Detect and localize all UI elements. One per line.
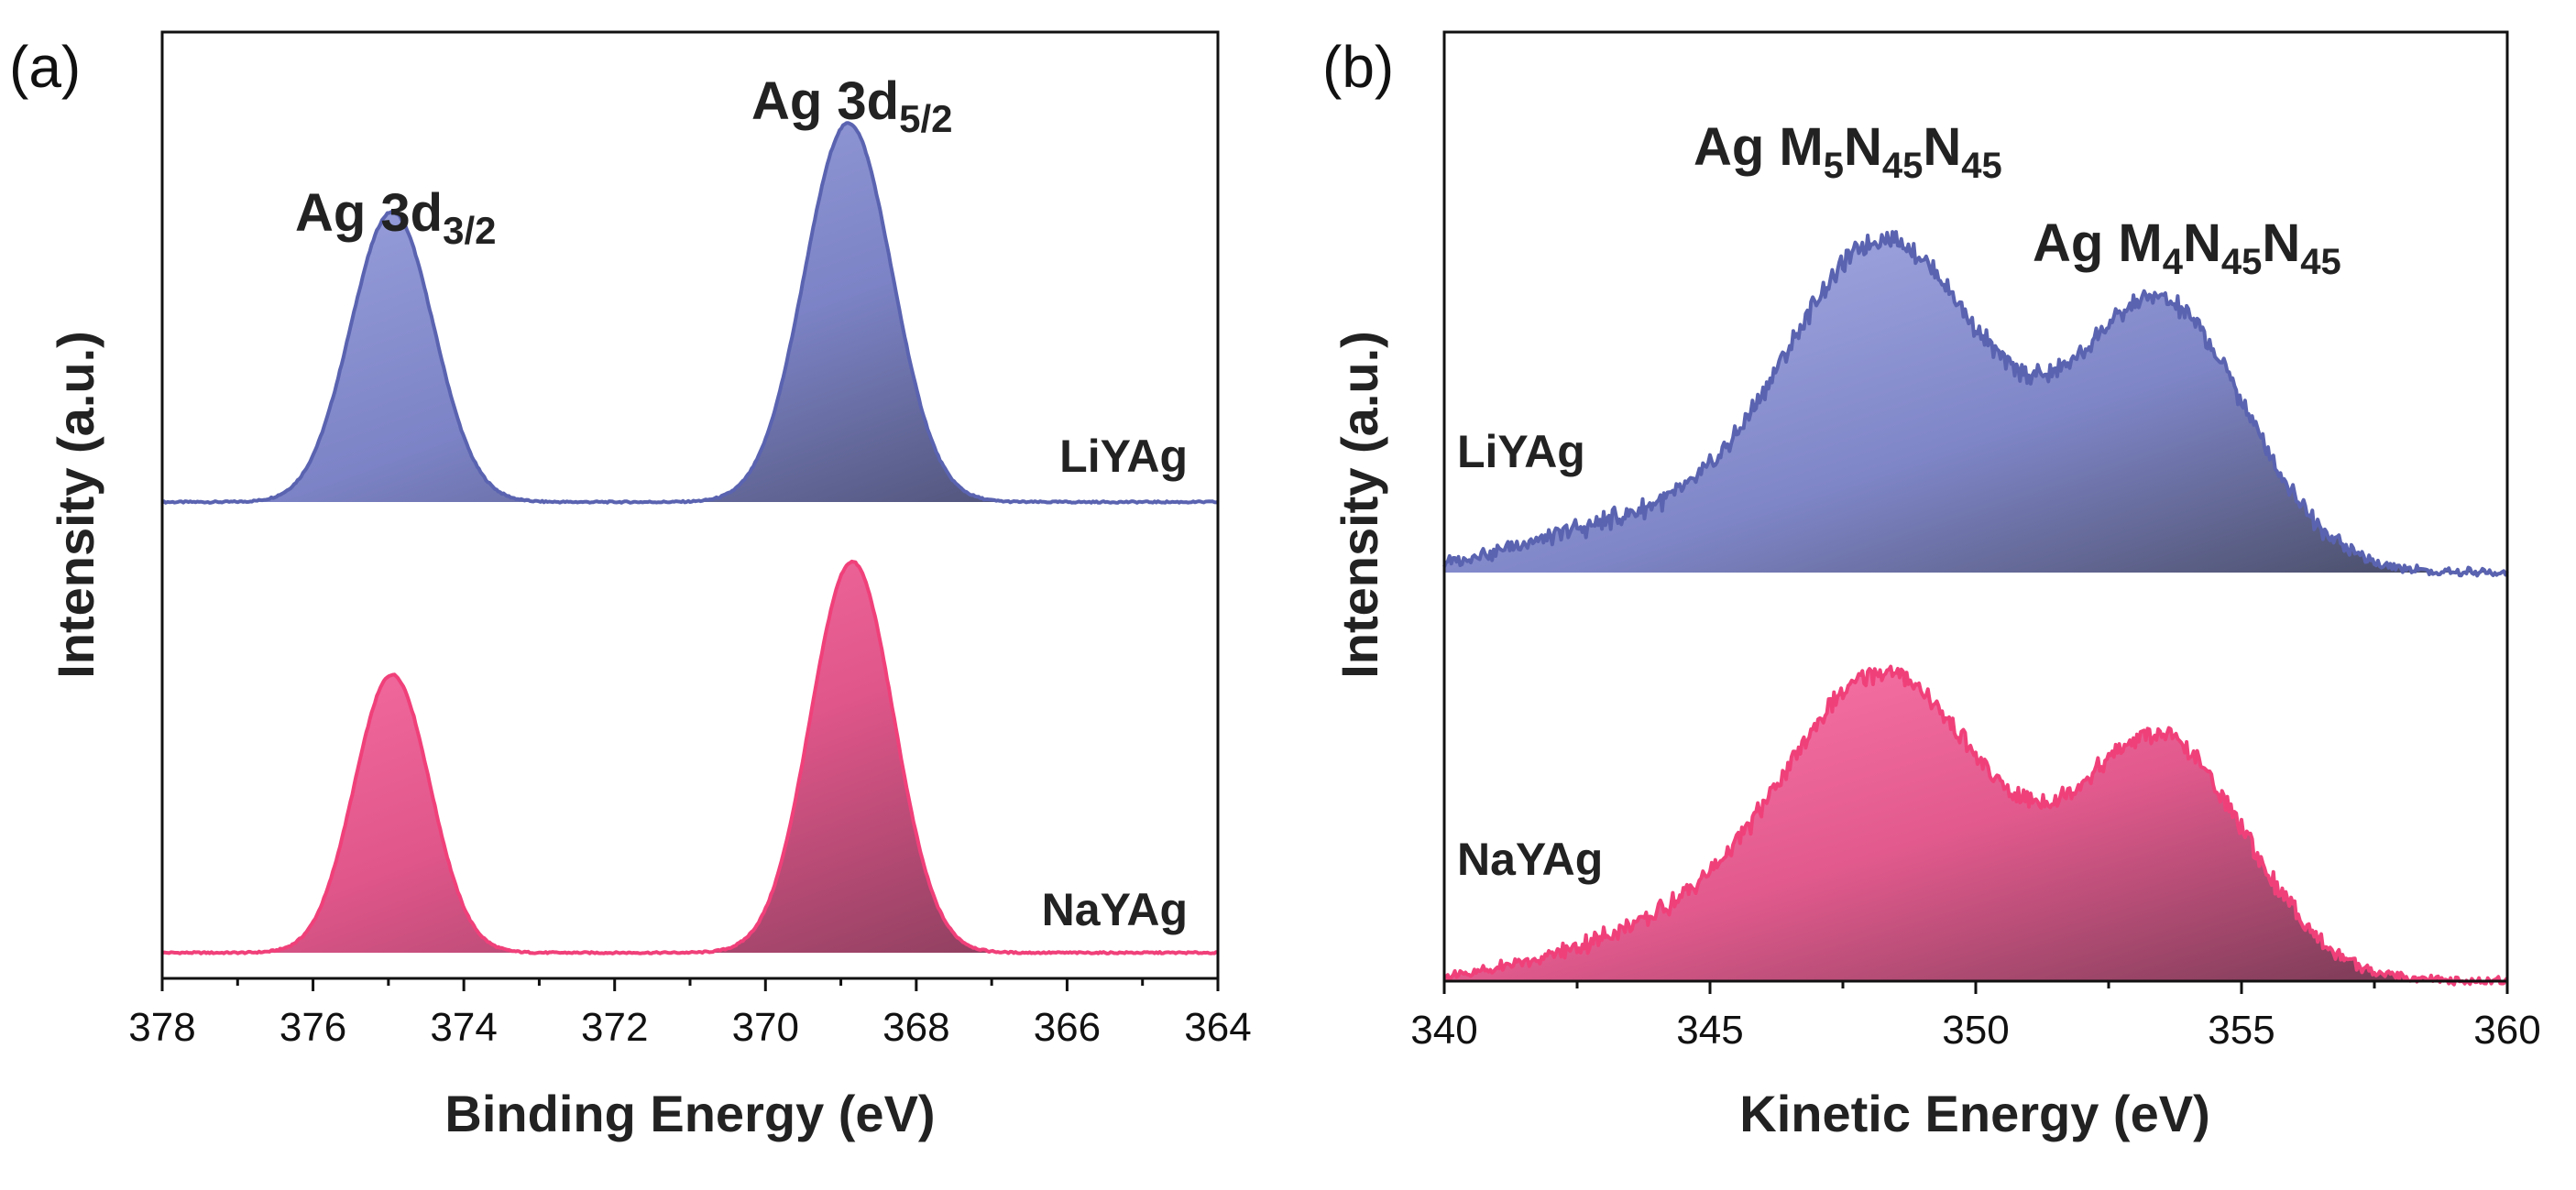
panel-a-xtick-label-370: 370 — [732, 1005, 799, 1050]
panel-a-xlabel: Binding Energy (eV) — [444, 1085, 935, 1142]
panel-a-nayag-area — [162, 561, 1218, 954]
panel-a: (a) 378 376 374 372 370 368 366 364 Ag 3d3/2 Ag… — [9, 30, 1252, 1142]
panel-a-xtick-label-376: 376 — [280, 1005, 346, 1050]
panel-a-ticks: 378 376 374 372 370 368 366 364 — [128, 978, 1252, 1050]
peak-label-m5-mid: N — [1844, 117, 1882, 177]
panel-a-sample-nayag: NaYAg — [1042, 884, 1188, 935]
panel-a-liyag-area — [162, 123, 1218, 503]
panel-a-frame — [160, 30, 1220, 980]
panel-b-liyag-area — [1444, 232, 2507, 576]
peak-label-m4-end: N — [2262, 213, 2300, 273]
panel-a-xtick-label-368: 368 — [882, 1005, 949, 1050]
peak-label-ag-3d32: Ag 3d3/2 — [295, 183, 497, 252]
peak-label-m4-mid: N — [2183, 213, 2221, 273]
panel-a-xtick-label-364: 364 — [1184, 1005, 1251, 1050]
panel-b-ticks: 340 345 350 355 360 — [1410, 981, 2541, 1053]
panel-b-xtick-label-345: 345 — [1676, 1008, 1743, 1053]
panel-b-xtick-label-355: 355 — [2208, 1008, 2275, 1053]
peak-label-ag-3d52: Ag 3d5/2 — [751, 71, 953, 140]
peak-label-m5-sub3: 45 — [1961, 146, 2002, 186]
peak-label-m5-sub2: 45 — [1882, 146, 1924, 186]
peak-label-m5-end: N — [1923, 117, 1961, 177]
peak-label-ag-m5n45n45: Ag M5N45N45 — [1694, 117, 2002, 186]
peak-label-m5-base: Ag M — [1694, 117, 1824, 177]
peak-label-m5-sub1: 5 — [1824, 146, 1844, 186]
panel-a-label: (a) — [9, 34, 81, 100]
panel-a-liyag-line — [160, 121, 1219, 505]
peak-label-ag-3d52-sub: 5/2 — [899, 97, 952, 140]
peak-label-ag-3d52-base: Ag 3d — [751, 71, 899, 131]
peak-label-ag-3d32-sub: 3/2 — [443, 209, 496, 252]
panel-b-xtick-label-340: 340 — [1410, 1008, 1477, 1053]
panel-a-nayag-line — [161, 559, 1219, 955]
panel-a-xtick-label-372: 372 — [581, 1005, 648, 1050]
panel-b-annotations: Ag M5N45N45 Ag M4N45N45 — [1694, 117, 2341, 282]
panel-b-series-layer — [1442, 230, 2509, 987]
panel-a-xtick-label-378: 378 — [128, 1005, 195, 1050]
panel-b-xlabel: Kinetic Energy (eV) — [1739, 1085, 2209, 1142]
peak-label-m4-sub3: 45 — [2300, 242, 2341, 282]
panel-a-sample-liyag: LiYAg — [1059, 431, 1188, 482]
panel-b-ylabel: Intensity (a.u.) — [1331, 331, 1388, 679]
panel-b-xtick-label-350: 350 — [1942, 1008, 2009, 1053]
panel-b-nayag-area — [1444, 666, 2507, 985]
peak-label-m4-sub2: 45 — [2221, 242, 2263, 282]
peak-label-ag-3d32-base: Ag 3d — [295, 183, 443, 243]
panel-a-annotations: Ag 3d3/2 Ag 3d5/2 — [295, 71, 953, 252]
panel-b-label: (b) — [1322, 34, 1394, 100]
panel-a-series-layer — [160, 121, 1219, 955]
peak-label-m4-sub1: 4 — [2163, 242, 2184, 282]
panel-b-xtick-label-360: 360 — [2473, 1008, 2540, 1053]
panel-b-sample-nayag: NaYAg — [1457, 834, 1603, 885]
panel-b-sample-liyag: LiYAg — [1457, 426, 1585, 477]
panel-a-ylabel: Intensity (a.u.) — [47, 331, 104, 679]
panel-b-liyag-line — [1442, 230, 2509, 578]
peak-label-ag-m4n45n45: Ag M4N45N45 — [2033, 213, 2341, 282]
peak-label-m4-base: Ag M — [2033, 213, 2163, 273]
panel-a-xtick-label-374: 374 — [430, 1005, 497, 1050]
panel-b: (b) 340 345 350 355 360 Ag M5N45N45 Ag M4N45… — [1322, 30, 2541, 1142]
panel-b-nayag-line — [1442, 664, 2509, 987]
panel-a-xtick-label-366: 366 — [1034, 1005, 1101, 1050]
